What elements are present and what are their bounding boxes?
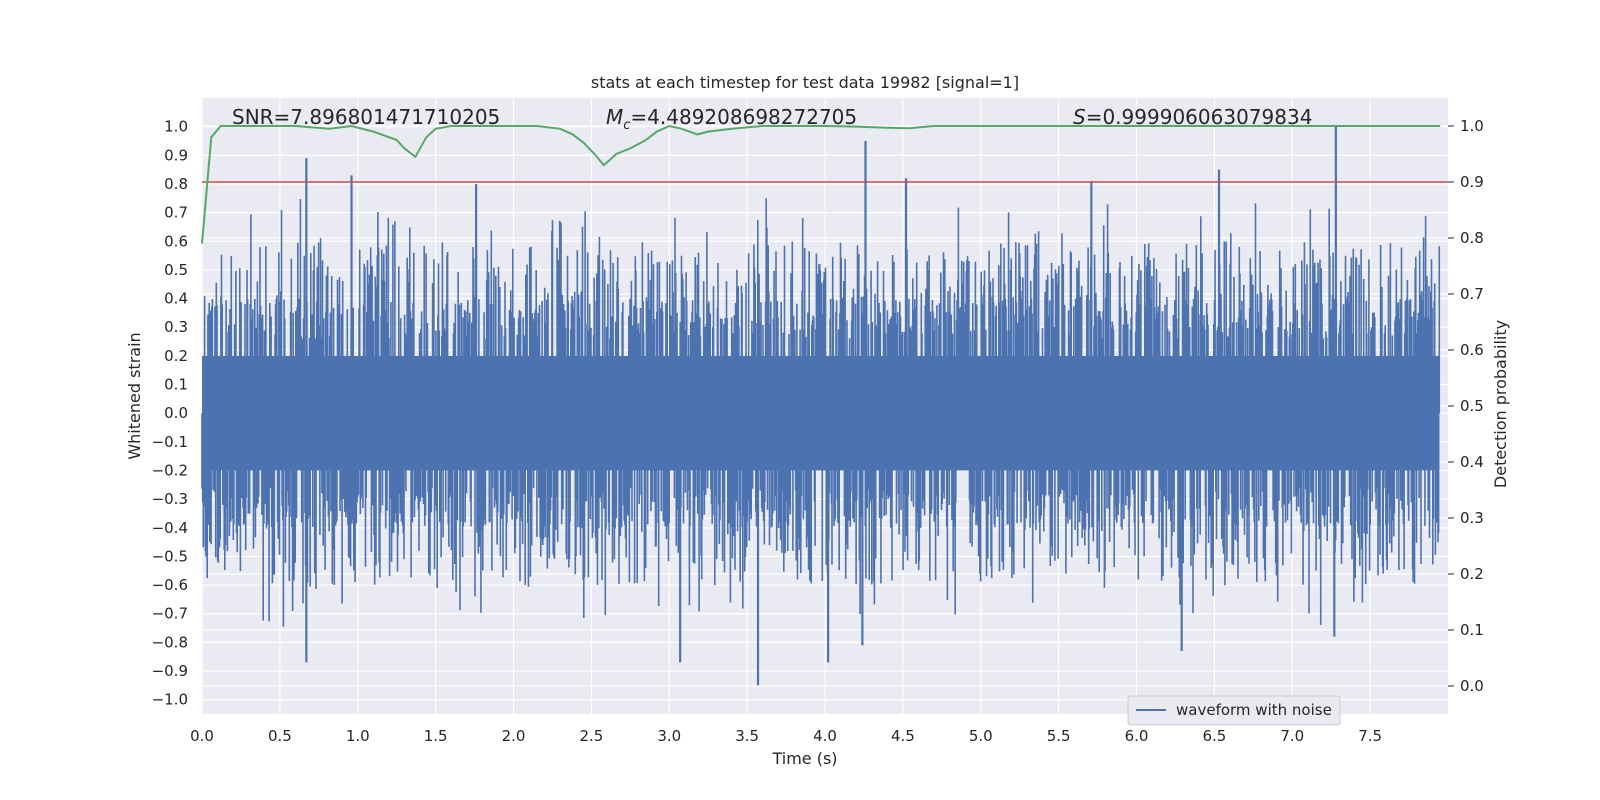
snr-annotation: SNR=7.896801471710205 (232, 105, 500, 129)
x-tick-label: 5.5 (1047, 727, 1071, 745)
right-y-tick-label: 0.2 (1460, 565, 1484, 583)
left-y-tick-label: 0.9 (164, 146, 188, 164)
x-axis-label: Time (s) (771, 749, 837, 768)
x-tick-label: 1.0 (346, 727, 370, 745)
x-tick-label: 0.0 (190, 727, 214, 745)
left-y-tick-label: 0.7 (164, 204, 188, 222)
chirp-mass-annotation: Mc=4.489208698272705 (606, 105, 857, 133)
legend: waveform with noise (1127, 695, 1341, 726)
left-y-tick-label: −0.5 (152, 547, 188, 565)
x-tick-label: 5.0 (969, 727, 993, 745)
x-tick-label: 7.0 (1280, 727, 1304, 745)
x-tick-label: 6.0 (1125, 727, 1149, 745)
x-tick-labels: 0.0 0.5 1.0 1.5 2.0 2.5 3.0 3.5 4.0 4.5 5.0 5.5 6.0 6… (190, 727, 1382, 745)
left-y-tick-label: −0.4 (152, 519, 188, 537)
x-tick-label: 0.5 (268, 727, 292, 745)
x-tick-label: 4.0 (813, 727, 837, 745)
left-y-tick-label: 0.3 (164, 318, 188, 336)
left-y-tick-label: −0.3 (152, 490, 188, 508)
x-tick-label: 7.5 (1358, 727, 1382, 745)
legend-box (1127, 695, 1341, 726)
left-y-tick-label: 0.4 (164, 290, 188, 308)
x-tick-label: 4.5 (891, 727, 915, 745)
right-y-tick-label: 0.5 (1460, 397, 1484, 415)
score-annotation: S=0.999906063079834 (1073, 105, 1312, 129)
right-y-tick-labels: 1.0 0.9 0.8 0.7 0.6 0.5 0.4 0.3 0.2 0.1 0.0 (1448, 117, 1484, 695)
left-y-tick-label: −0.7 (152, 605, 188, 623)
left-y-tick-label: 0.2 (164, 347, 188, 365)
right-y-tick-label: 1.0 (1460, 117, 1484, 135)
right-y-tick-label: 0.7 (1460, 285, 1484, 303)
right-y-tick-label: 0.1 (1460, 621, 1484, 639)
left-y-tick-label: 0.5 (164, 261, 188, 279)
left-y-tick-labels: 1.0 0.9 0.8 0.7 0.6 0.5 0.4 0.3 0.2 0.1 0.0 −0.1 −0.… (152, 118, 188, 709)
left-y-tick-label: 0.0 (164, 404, 188, 422)
right-y-axis-label: Detection probability (1491, 320, 1510, 488)
x-tick-label: 3.5 (735, 727, 759, 745)
right-y-tick-label: 0.6 (1460, 341, 1484, 359)
left-y-axis-label: Whitened strain (125, 332, 144, 459)
legend-label-waveform: waveform with noise (1176, 701, 1332, 719)
chirp-mass-subscript: c (623, 118, 630, 133)
right-y-tick-label: 0.0 (1460, 677, 1484, 695)
left-y-tick-label: −0.1 (152, 433, 188, 451)
left-y-tick-label: −0.6 (152, 576, 188, 594)
x-tick-label: 6.5 (1202, 727, 1226, 745)
x-tick-label: 3.0 (657, 727, 681, 745)
x-tick-label: 2.5 (579, 727, 603, 745)
left-y-tick-label: −0.2 (152, 461, 188, 479)
right-y-tick-label: 0.9 (1460, 173, 1484, 191)
left-y-tick-label: 0.6 (164, 232, 188, 250)
score-value: =0.999906063079834 (1086, 105, 1313, 129)
x-tick-label: 1.5 (424, 727, 448, 745)
score-symbol: S (1073, 105, 1086, 129)
chirp-mass-symbol: M (606, 105, 623, 129)
x-tick-label: 2.0 (502, 727, 526, 745)
left-y-tick-label: −0.9 (152, 662, 188, 680)
waveform-dense-band (202, 355, 1440, 471)
left-y-tick-label: 1.0 (164, 118, 188, 136)
right-y-tick-label: 0.8 (1460, 229, 1484, 247)
chart-title: stats at each timestep for test data 199… (591, 73, 1019, 92)
left-y-tick-label: 0.1 (164, 376, 188, 394)
left-y-tick-label: 0.8 (164, 175, 188, 193)
left-y-tick-label: −0.8 (152, 633, 188, 651)
right-y-tick-label: 0.3 (1460, 509, 1484, 527)
probability-series-line (201, 124, 1441, 244)
left-y-tick-label: −1.0 (152, 691, 188, 709)
right-y-tick-label: 0.4 (1460, 453, 1484, 471)
waveform-series (201, 126, 1441, 686)
chirp-mass-value: =4.489208698272705 (630, 105, 857, 129)
